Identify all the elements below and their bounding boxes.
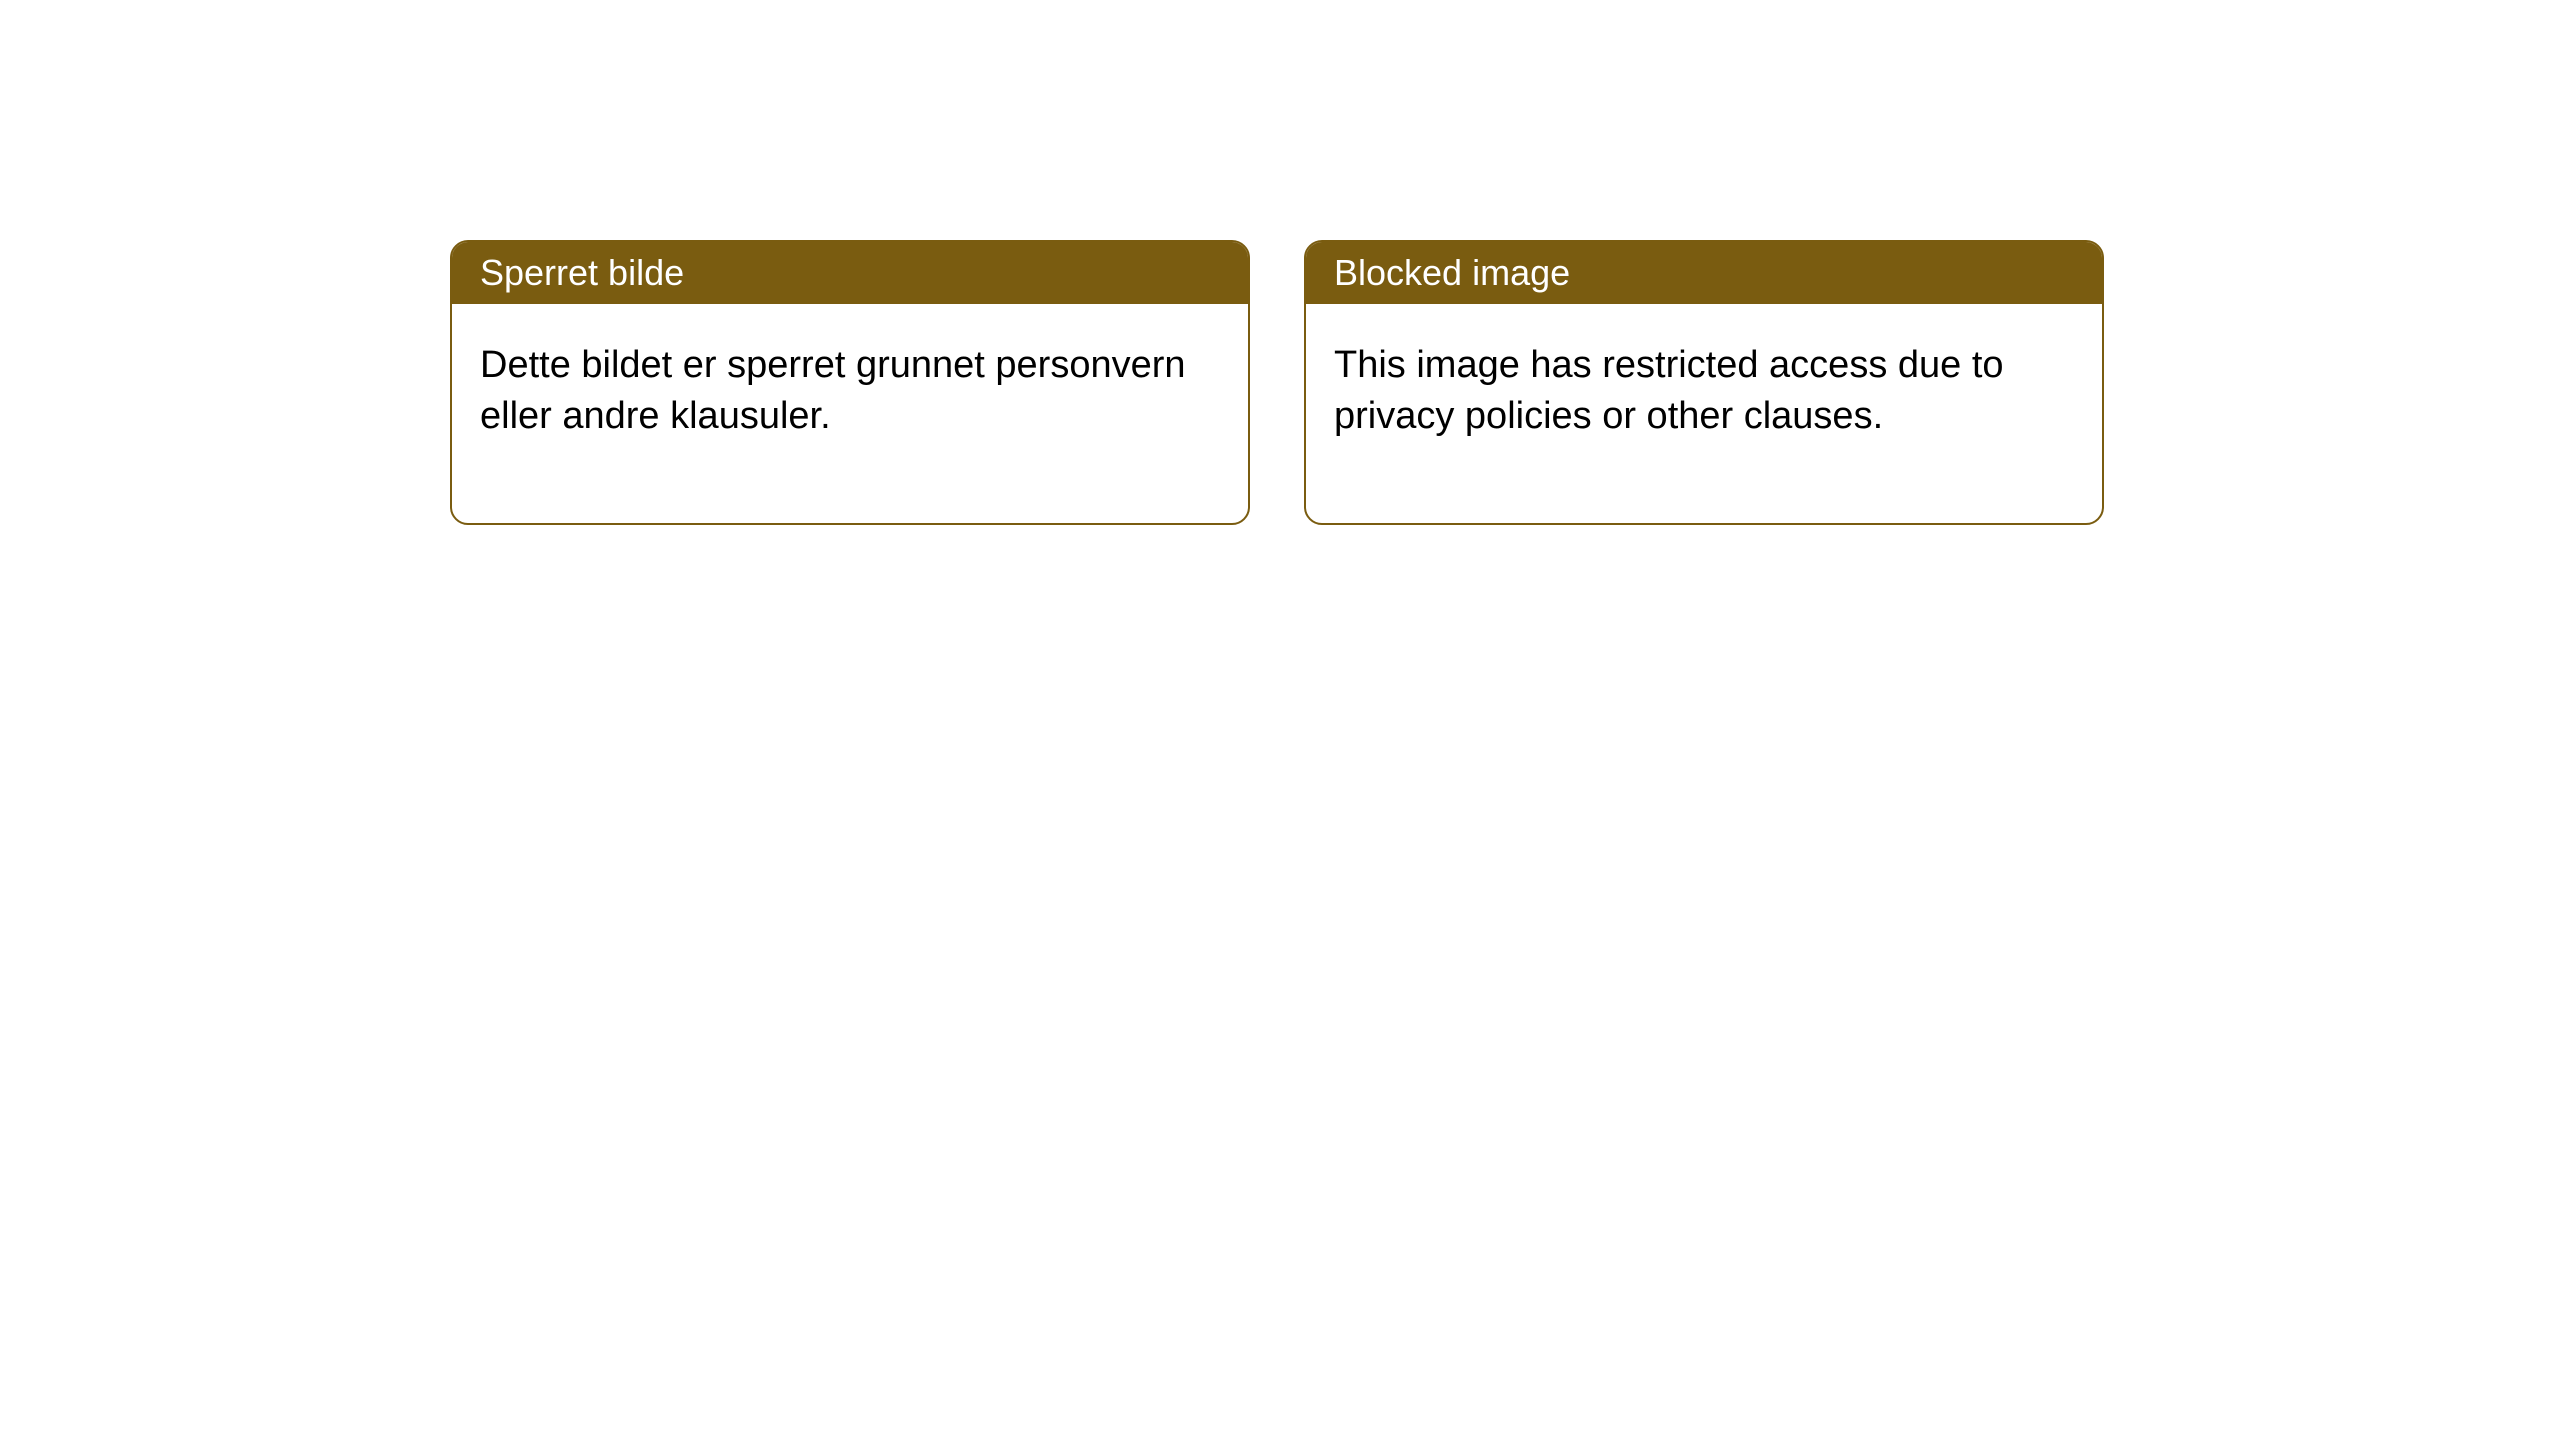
notice-text-en: This image has restricted access due to …: [1334, 344, 2004, 437]
notice-body-en: This image has restricted access due to …: [1306, 304, 2102, 523]
notice-header-no: Sperret bilde: [452, 242, 1248, 304]
notice-header-en: Blocked image: [1306, 242, 2102, 304]
notice-card-en: Blocked image This image has restricted …: [1304, 240, 2104, 525]
notice-body-no: Dette bildet er sperret grunnet personve…: [452, 304, 1248, 523]
notice-container: Sperret bilde Dette bildet er sperret gr…: [0, 0, 2560, 525]
notice-title-no: Sperret bilde: [480, 252, 684, 293]
notice-text-no: Dette bildet er sperret grunnet personve…: [480, 344, 1186, 437]
notice-card-no: Sperret bilde Dette bildet er sperret gr…: [450, 240, 1250, 525]
notice-title-en: Blocked image: [1334, 252, 1570, 293]
